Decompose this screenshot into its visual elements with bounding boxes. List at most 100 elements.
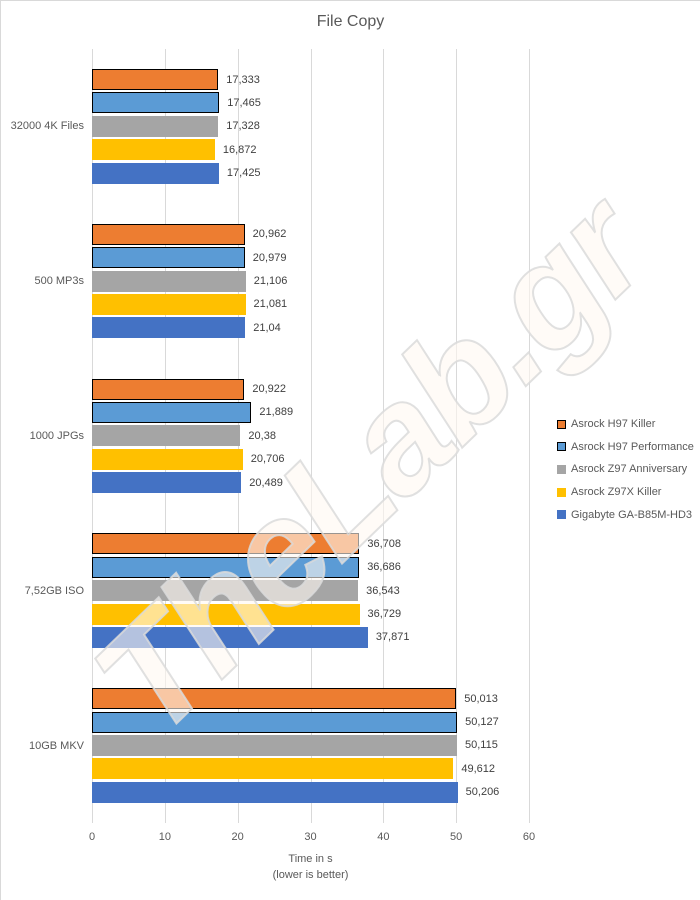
bar-value-label: 20,489 (249, 476, 283, 489)
bar-value-label: 20,706 (250, 453, 285, 466)
legend-swatch-icon (557, 442, 566, 452)
value-axis-tick-label: 50 (450, 831, 463, 843)
bar-value-label: 37,871 (375, 631, 410, 644)
legend-item: Asrock H97 Performance (557, 436, 694, 459)
bar-value-label: 50,206 (465, 786, 500, 799)
bar (92, 556, 360, 578)
legend-item: Asrock H97 Killer (557, 413, 694, 436)
bar (92, 781, 458, 803)
bar (92, 247, 245, 269)
category-label: 10GB MKV (28, 739, 84, 752)
bar-row: 21,889 (92, 401, 529, 423)
legend-item: Asrock Z97 Anniversary (557, 458, 694, 481)
bar-row: 17,425 (92, 162, 529, 184)
bar-row: 50,127 (92, 711, 529, 733)
legend-swatch-icon (557, 419, 566, 429)
legend-swatch-icon (557, 464, 566, 474)
legend-label: Asrock Z97 Anniversary (571, 463, 688, 476)
bar-row: 20,922 (92, 378, 529, 400)
bar-value-label: 21,106 (253, 275, 288, 288)
bar-value-label: 21,889 (259, 406, 294, 419)
value-axis-tick-label: 60 (522, 831, 536, 843)
bar (92, 758, 454, 780)
chart-title: File Copy (316, 13, 385, 30)
legend: Asrock H97 Killer Asrock H97 Performance A… (557, 413, 694, 526)
bar (92, 401, 252, 423)
bar (92, 533, 360, 555)
gridline (529, 49, 530, 823)
bar-row: 36,686 (92, 556, 529, 578)
bar-row: 17,465 (92, 92, 529, 114)
bar-row: 49,612 (92, 758, 529, 780)
legend-swatch-icon (557, 487, 566, 497)
bar (92, 472, 242, 494)
bar-row: 20,489 (92, 472, 529, 494)
bar-value-label: 36,543 (366, 584, 400, 597)
bar (92, 378, 245, 400)
bar-value-label: 17,465 (227, 96, 261, 109)
value-axis-tick-label: 10 (158, 831, 171, 843)
bar (92, 139, 215, 161)
bar-value-label: 21,081 (253, 298, 288, 311)
bar (92, 688, 457, 710)
value-axis-title: Time in s (lower is better) (92, 851, 529, 883)
bar-value-label: 17,328 (226, 120, 260, 133)
bar-value-label: 17,425 (226, 167, 261, 180)
bar (92, 293, 246, 315)
bar-row: 17,333 (92, 69, 529, 90)
bar-row: 21,081 (92, 293, 529, 315)
legend-label: Asrock Z97X Killer (571, 486, 662, 499)
axis-title-line2: (lower is better) (272, 869, 349, 881)
category-axis: 32000 4K Files 500 MP3s 1000 JPGs 7,52GB IS… (1, 49, 84, 823)
category-group: 17,333 17,465 17,328 16,872 17,425 (92, 49, 529, 204)
bar-row: 50,206 (92, 781, 529, 803)
bar-row: 20,979 (92, 247, 529, 269)
bar-row: 37,871 (92, 626, 529, 648)
category-label: 7,52GB ISO (24, 584, 84, 597)
bar-row: 20,38 (92, 425, 529, 447)
bar (92, 580, 359, 602)
bar (92, 603, 360, 625)
bar-groups: 17,333 17,465 17,328 16,872 17,425 20,962 20,9… (92, 49, 529, 823)
bar-row: 36,729 (92, 603, 529, 625)
category-label: 1000 JPGs (29, 429, 84, 442)
bar (92, 115, 219, 137)
value-axis-tick-label: 0 (88, 831, 96, 843)
gridline (383, 49, 385, 823)
bar (92, 223, 245, 245)
bar-value-label: 50,127 (465, 716, 499, 729)
bar (92, 270, 246, 292)
bar-value-label: 49,612 (461, 762, 495, 775)
bar (92, 626, 368, 648)
value-axis-ticks: 0 10 20 30 40 50 60 (88, 831, 535, 845)
value-axis-tick-label: 40 (377, 831, 390, 843)
legend-label: Asrock H97 Performance (571, 440, 694, 453)
bar-value-label: 50,115 (465, 739, 498, 752)
legend-label: Gigabyte GA-B85M-HD3 (571, 508, 693, 521)
bar-row: 16,872 (92, 139, 529, 161)
bar-row: 50,115 (92, 734, 529, 756)
bar-row: 36,708 (92, 533, 529, 555)
bar (92, 711, 458, 733)
bar (92, 734, 457, 756)
bar (92, 317, 246, 339)
bar-value-label: 16,872 (222, 143, 257, 156)
category-group: 20,962 20,979 21,106 21,081 21,04 (92, 204, 529, 359)
legend-item: Asrock Z97X Killer (557, 481, 694, 504)
bar (92, 92, 220, 114)
value-axis-tick-label: 30 (304, 831, 317, 843)
bar-value-label: 36,686 (367, 561, 401, 574)
axis-title-line1: Time in s (288, 853, 333, 865)
bar-row: 21,04 (92, 317, 529, 339)
bar-value-label: 20,922 (252, 383, 287, 396)
bar-row: 36,543 (92, 580, 529, 602)
category-group: 20,922 21,889 20,38 20,706 20,489 (92, 359, 529, 514)
bar-value-label: 20,979 (252, 251, 287, 264)
bar-row: 20,962 (92, 223, 529, 245)
bar-row: 17,328 (92, 115, 529, 137)
category-group: 36,708 36,686 36,543 36,729 37,871 (92, 513, 529, 668)
value-axis-tick-label: 20 (231, 831, 244, 843)
category-label: 500 MP3s (34, 275, 84, 288)
bar-row: 50,013 (92, 688, 529, 710)
